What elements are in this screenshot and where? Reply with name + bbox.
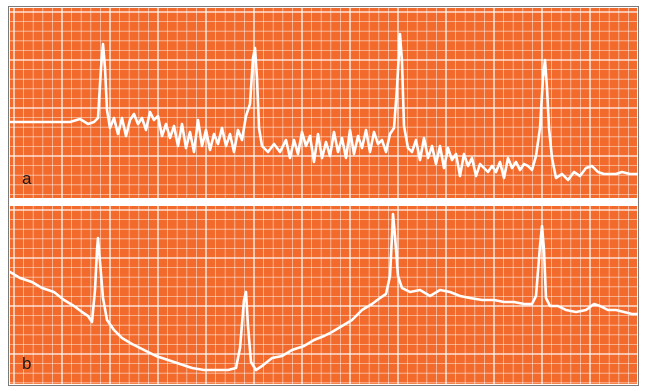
panel-label-a: a: [22, 169, 32, 188]
ecg-strip-a-svg: [10, 8, 637, 198]
strip-a-grid: [10, 8, 637, 198]
ecg-strip-b-svg: [10, 206, 637, 384]
strip-a-paper: [10, 8, 637, 198]
strip-b-trace: [10, 212, 637, 372]
ecg-strip-a: [10, 8, 637, 198]
ecg-strip-b: [10, 206, 637, 384]
strip-a-trace: [10, 32, 637, 182]
panel-label-b: b: [22, 354, 32, 373]
